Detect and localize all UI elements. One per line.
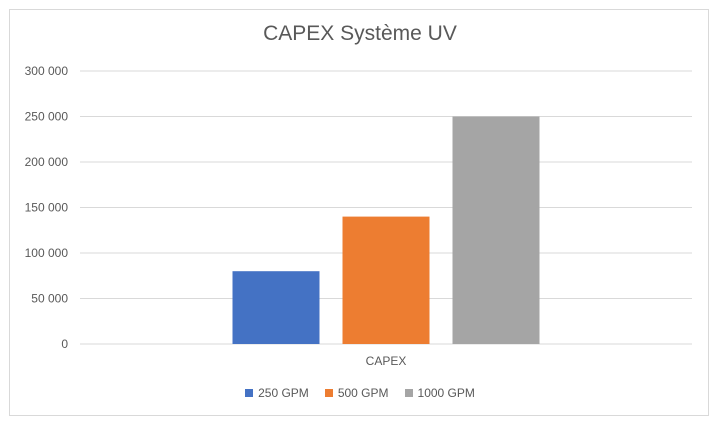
legend-swatch (404, 389, 413, 397)
legend: 250 GPM 500 GPM 1000 GPM (0, 386, 720, 400)
legend-label: 1000 GPM (417, 386, 475, 400)
legend-item: 1000 GPM (404, 386, 475, 400)
y-tick-label: 200 000 (25, 155, 69, 169)
bar-500-gpm (342, 216, 430, 344)
legend-item: 500 GPM (324, 386, 389, 400)
legend-item: 250 GPM (245, 386, 309, 400)
chart-frame (9, 9, 709, 416)
y-tick-label: 50 000 (31, 292, 68, 306)
y-axis-tick-labels: 0 50 000 100 000 150 000 200 000 250 000 300 0… (25, 64, 69, 351)
x-tick-label: CAPEX (366, 354, 407, 368)
chart-title: CAPEX Système UV (263, 22, 457, 45)
y-tick-label: 150 000 (25, 201, 69, 215)
bar-250-gpm (232, 271, 320, 344)
bar-1000-gpm (452, 116, 540, 344)
bars (232, 116, 540, 344)
y-tick-label: 300 000 (25, 64, 69, 78)
legend-label: 500 GPM (337, 386, 389, 400)
y-tick-label: 0 (61, 337, 68, 351)
y-tick-label: 100 000 (25, 246, 69, 260)
x-axis-tick-labels: CAPEX (366, 354, 407, 368)
legend-swatch (324, 389, 333, 397)
y-tick-label: 250 000 (25, 110, 69, 124)
legend-label: 250 GPM (258, 386, 309, 400)
legend-swatch (245, 389, 254, 397)
